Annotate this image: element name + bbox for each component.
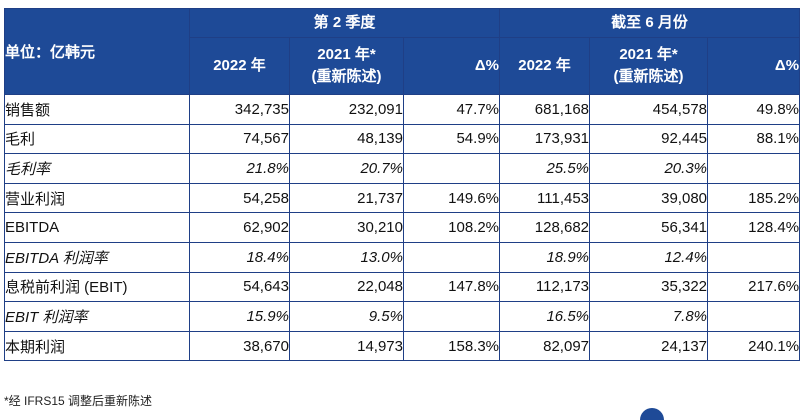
cell-h1-2022: 173,931 (499, 123, 591, 155)
table-row: 本期利润 38,670 14,973 158.3% 82,097 24,137 … (4, 330, 801, 362)
logo-fragment-icon (640, 408, 664, 420)
row-label: EBIT 利润率 (4, 301, 190, 332)
cell-h1-2022: 128,682 (499, 212, 591, 243)
cell-h1-2021: 24,137 (589, 330, 709, 362)
cell-h1-delta: 49.8% (707, 94, 801, 125)
cell-h1-delta (707, 301, 801, 332)
group-header-q2: 第 2 季度 (188, 8, 501, 38)
col-header-h1-2022: 2022 年 (499, 37, 591, 95)
table-row: EBIT 利润率 15.9% 9.5% 16.5% 7.8% (4, 301, 801, 332)
table-row: 营业利润 54,258 21,737 149.6% 111,453 39,080… (4, 182, 801, 214)
cell-q2-2022: 18.4% (189, 241, 290, 273)
col-header-2021-line1: 2021 年* (317, 46, 376, 63)
cell-h1-2022: 681,168 (499, 94, 591, 125)
cell-q2-delta (402, 241, 501, 273)
footnote: *经 IFRS15 调整后重新陈述 (4, 394, 153, 408)
cell-h1-2021: 35,322 (589, 271, 709, 303)
financial-summary-table: 单位：亿韩元 第 2 季度 截至 6 月份 2022 年 2021 年* (重新… (4, 8, 801, 362)
cell-q2-2022: 342,735 (189, 94, 290, 125)
cell-q2-2021: 14,973 (289, 330, 404, 362)
cell-q2-2022: 21.8% (189, 153, 290, 184)
cell-h1-2021: 12.4% (589, 241, 709, 273)
cell-h1-2022: 25.5% (499, 153, 591, 184)
table-row: EBITDA 62,902 30,210 108.2% 128,682 56,3… (4, 212, 801, 243)
col-header-h1-2021: 2021 年* (重新陈述) (589, 37, 709, 95)
cell-q2-2022: 74,567 (189, 123, 290, 155)
cell-q2-delta (402, 301, 501, 332)
financial-table-container: 单位：亿韩元 第 2 季度 截至 6 月份 2022 年 2021 年* (重新… (4, 8, 801, 362)
cell-q2-delta (402, 153, 501, 184)
cell-q2-2021: 9.5% (289, 301, 404, 332)
cell-h1-delta: 240.1% (707, 330, 801, 362)
row-label: 销售额 (4, 94, 190, 125)
cell-h1-delta (707, 241, 801, 273)
cell-q2-delta: 47.7% (402, 94, 501, 125)
cell-h1-delta: 88.1% (707, 123, 801, 155)
cell-q2-2021: 232,091 (289, 94, 404, 125)
cell-h1-2022: 82,097 (499, 330, 591, 362)
cell-h1-2022: 18.9% (499, 241, 591, 273)
cell-q2-delta: 147.8% (402, 271, 501, 303)
cell-q2-2021: 30,210 (289, 212, 404, 243)
cell-q2-2022: 38,670 (189, 330, 290, 362)
row-label: 营业利润 (4, 182, 190, 214)
row-label: EBITDA 利润率 (4, 241, 190, 273)
row-label: 毛利率 (4, 153, 190, 184)
cell-q2-2021: 22,048 (289, 271, 404, 303)
cell-h1-delta (707, 153, 801, 184)
row-label: 息税前利润 (EBIT) (4, 271, 190, 303)
cell-q2-2021: 20.7% (289, 153, 404, 184)
group-header-ytd: 截至 6 月份 (499, 8, 801, 38)
cell-h1-2021: 92,445 (589, 123, 709, 155)
cell-q2-2021: 13.0% (289, 241, 404, 273)
col-header-q2-2022: 2022 年 (189, 37, 290, 95)
cell-h1-2022: 112,173 (499, 271, 591, 303)
cell-q2-2021: 21,737 (289, 182, 404, 214)
cell-h1-delta: 217.6% (707, 271, 801, 303)
cell-h1-2021: 56,341 (589, 212, 709, 243)
table-row: EBITDA 利润率 18.4% 13.0% 18.9% 12.4% (4, 241, 801, 273)
cell-h1-2021: 7.8% (589, 301, 709, 332)
col-header-2021-line1: 2021 年* (619, 46, 678, 63)
table-row: 销售额 342,735 232,091 47.7% 681,168 454,57… (4, 94, 801, 125)
table-row: 息税前利润 (EBIT) 54,643 22,048 147.8% 112,17… (4, 271, 801, 303)
col-header-q2-2021: 2021 年* (重新陈述) (289, 37, 404, 95)
row-label: 毛利 (4, 123, 190, 155)
col-header-h1-delta: Δ% (707, 37, 801, 95)
cell-h1-2021: 39,080 (589, 182, 709, 214)
cell-q2-2021: 48,139 (289, 123, 404, 155)
cell-q2-delta: 108.2% (402, 212, 501, 243)
cell-q2-delta: 158.3% (402, 330, 501, 362)
table-row: 毛利 74,567 48,139 54.9% 173,931 92,445 88… (4, 123, 801, 155)
col-header-2021-line2: (重新陈述) (311, 68, 382, 85)
cell-h1-2022: 16.5% (499, 301, 591, 332)
cell-q2-2022: 54,643 (189, 271, 290, 303)
unit-header: 单位：亿韩元 (4, 8, 190, 95)
cell-q2-2022: 15.9% (189, 301, 290, 332)
cell-h1-2021: 20.3% (589, 153, 709, 184)
col-header-q2-delta: Δ% (402, 37, 501, 95)
cell-h1-2021: 454,578 (589, 94, 709, 125)
cell-q2-2022: 62,902 (189, 212, 290, 243)
row-label: 本期利润 (4, 330, 190, 362)
cell-h1-delta: 128.4% (707, 212, 801, 243)
cell-q2-2022: 54,258 (189, 182, 290, 214)
cell-h1-delta: 185.2% (707, 182, 801, 214)
cell-h1-2022: 111,453 (499, 182, 591, 214)
cell-q2-delta: 149.6% (402, 182, 501, 214)
row-label: EBITDA (4, 212, 190, 243)
table-row: 毛利率 21.8% 20.7% 25.5% 20.3% (4, 153, 801, 184)
col-header-2021-line2: (重新陈述) (613, 68, 684, 85)
cell-q2-delta: 54.9% (402, 123, 501, 155)
